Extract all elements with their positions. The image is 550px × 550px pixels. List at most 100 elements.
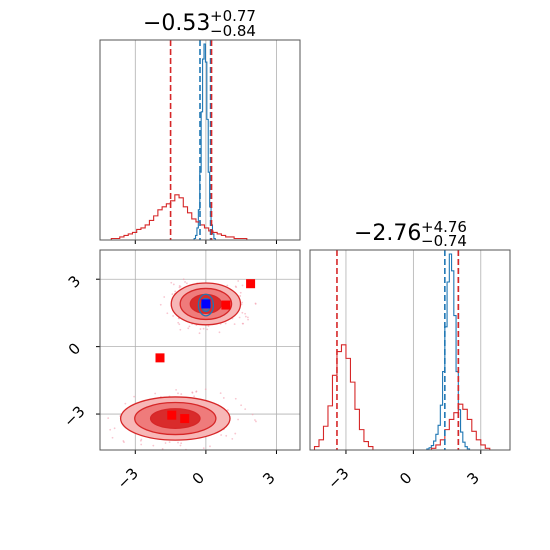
sample-point	[240, 404, 243, 407]
sample-point	[172, 283, 175, 286]
sample-point	[198, 332, 201, 335]
sample-point	[241, 284, 244, 287]
sample-point	[168, 441, 171, 444]
sample-point	[207, 325, 210, 327]
sample-point	[107, 417, 110, 420]
sample-point	[191, 391, 194, 394]
sample-point	[184, 281, 186, 283]
sample-point	[193, 395, 196, 398]
sample-point	[187, 327, 190, 330]
axes-background	[310, 250, 510, 450]
sample-point	[133, 395, 136, 398]
sample-point	[171, 293, 174, 296]
axes-frame	[99, 249, 301, 451]
sample-point	[233, 323, 236, 325]
sample-point	[124, 402, 127, 405]
red-square-marker	[155, 353, 165, 363]
y-tick-label-param1: 0	[65, 339, 84, 358]
x-tick-label-param1: −3	[324, 464, 352, 492]
sample-point	[180, 442, 183, 445]
sample-point	[202, 327, 205, 330]
sample-point	[177, 321, 180, 324]
sample-point	[178, 284, 181, 287]
sample-point	[122, 440, 125, 442]
sample-point	[234, 397, 237, 400]
red-square-marker	[180, 414, 190, 424]
sample-point	[177, 441, 179, 444]
x-tick-label-param0: −3	[114, 464, 142, 492]
red-square-marker	[221, 300, 231, 310]
blue-square-marker	[201, 299, 211, 309]
sample-point	[244, 408, 247, 411]
sample-point	[222, 397, 225, 399]
sample-point	[206, 328, 209, 331]
marginal-param1-panel	[309, 249, 511, 454]
sample-point	[177, 392, 179, 395]
sample-point	[161, 447, 164, 450]
sample-point	[109, 428, 112, 431]
sample-point	[226, 284, 229, 287]
sample-point	[255, 420, 257, 423]
x-tick-label-param0: 0	[189, 469, 208, 488]
sample-point	[170, 281, 173, 284]
sample-point	[180, 393, 183, 395]
sample-point	[244, 315, 247, 318]
sample-point	[163, 296, 166, 298]
title-param1-minus: −0.74	[421, 232, 467, 250]
sample-point	[220, 434, 223, 436]
sample-point	[242, 322, 245, 325]
sample-point	[140, 443, 143, 446]
x-tick-label-param1: 0	[396, 469, 415, 488]
title-param1-plus: +4.76	[421, 218, 467, 236]
red-square-marker	[167, 410, 177, 420]
sample-point	[218, 331, 221, 334]
sample-point	[219, 392, 222, 394]
sample-point	[237, 280, 240, 282]
sample-point	[209, 445, 211, 448]
sample-point	[231, 437, 234, 440]
joint-contours	[107, 278, 257, 450]
sample-point	[244, 312, 247, 315]
sample-point	[111, 436, 114, 439]
sample-point	[195, 390, 198, 393]
sample-point	[237, 418, 239, 421]
sample-point	[254, 302, 257, 305]
axes-frame	[309, 249, 511, 451]
sample-point	[225, 434, 228, 437]
sample-point	[140, 438, 143, 441]
red-hist-param0	[107, 194, 252, 240]
title-param0: −0.53	[143, 11, 210, 36]
sample-point	[152, 444, 155, 447]
y-tick-label-param1: −3	[60, 402, 88, 430]
marginal-param0-panel	[99, 39, 301, 244]
y-tick-label-param1: 3	[65, 272, 84, 291]
sample-point	[251, 413, 254, 416]
title-param1: −2.76	[354, 221, 421, 246]
sample-point	[226, 409, 229, 412]
sample-point	[202, 447, 205, 450]
sample-point	[238, 316, 241, 319]
sample-point	[164, 442, 167, 444]
sample-point	[159, 303, 162, 306]
sample-point	[254, 419, 256, 421]
title-param0-minus: −0.84	[210, 22, 256, 40]
sample-point	[239, 291, 242, 294]
sample-point	[241, 311, 244, 314]
sample-point	[174, 290, 177, 293]
sample-point	[182, 278, 185, 281]
sample-point	[247, 318, 249, 321]
red-square-marker	[246, 279, 256, 289]
blue-contour-level	[197, 293, 215, 317]
sample-point	[239, 295, 242, 297]
x-tick-label-param1: 3	[464, 469, 483, 488]
sample-point	[172, 315, 175, 317]
sample-point	[224, 322, 227, 325]
blue-hist-param1	[426, 253, 471, 450]
sample-point	[179, 328, 182, 331]
sample-point	[178, 323, 181, 326]
sample-point	[188, 325, 191, 328]
sample-point	[113, 427, 116, 430]
sample-point	[199, 328, 202, 330]
title-param0-plus: +0.77	[210, 7, 256, 25]
